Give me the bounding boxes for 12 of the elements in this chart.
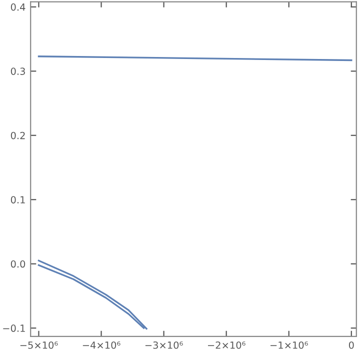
y-tick-label: 0.1 [10, 196, 25, 204]
y-tick-label: −0.1 [3, 324, 25, 332]
y-tick-label: 0.4 [10, 3, 26, 11]
x-tick-label: −2×10⁶ [208, 341, 246, 349]
x-tick-label: −1×10⁶ [270, 341, 308, 349]
x-tick-label: −4×10⁶ [82, 341, 120, 349]
y-tick-label: 0.0 [10, 260, 26, 268]
y-tick-label: 0.2 [10, 132, 25, 140]
x-tick-label: 0 [348, 341, 354, 349]
x-tick-label: −5×10⁶ [20, 341, 58, 349]
x-tick-label: −3×10⁶ [145, 341, 183, 349]
y-tick-label: 0.3 [10, 68, 25, 75]
